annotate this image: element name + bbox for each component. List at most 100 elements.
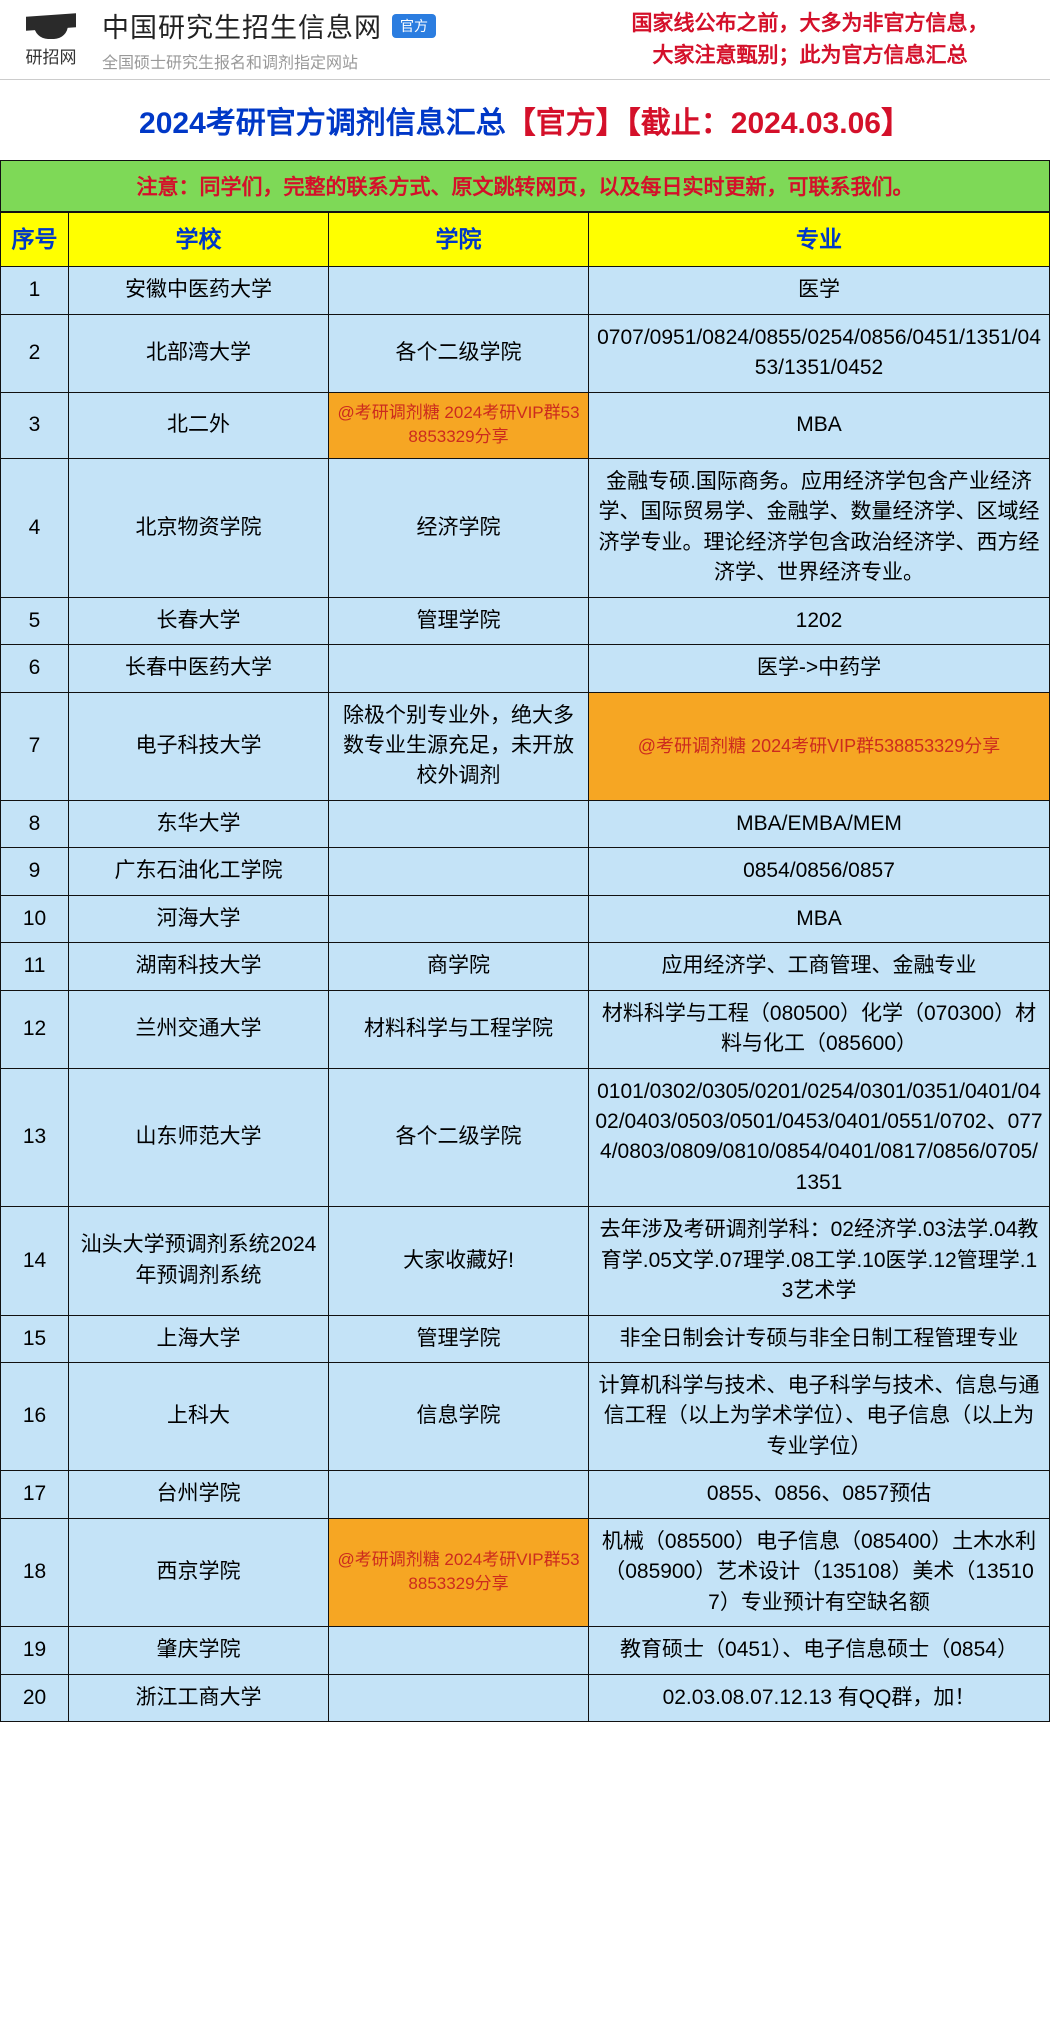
cell-college: 信息学院 xyxy=(329,1363,589,1471)
table-row: 7电子科技大学除极个别专业外，绝大多数专业生源充足，未开放校外调剂@考研调剂糖 … xyxy=(1,692,1050,800)
table-row: 3北二外@考研调剂糖 2024考研VIP群538853329分享MBA xyxy=(1,392,1050,458)
cell-school: 兰州交通大学 xyxy=(69,990,329,1068)
cell-major: 0855、0856、0857预估 xyxy=(589,1471,1050,1518)
promo-cell: @考研调剂糖 2024考研VIP群538853329分享 xyxy=(329,1518,589,1626)
site-title-block: 中国研究生招生信息网 官方 全国硕士研究生报名和调剂指定网站 xyxy=(102,6,436,73)
cell-idx: 1 xyxy=(1,267,69,314)
table-row: 6长春中医药大学 医学->中药学 xyxy=(1,645,1050,692)
cell-major: MBA xyxy=(589,895,1050,942)
cell-school: 河海大学 xyxy=(69,895,329,942)
cell-school: 电子科技大学 xyxy=(69,692,329,800)
header-bar: 研招网 中国研究生招生信息网 官方 全国硕士研究生报名和调剂指定网站 国家线公布… xyxy=(0,0,1050,80)
cell-idx: 18 xyxy=(1,1518,69,1626)
table-row: 8东华大学MBA/EMBA/MEM xyxy=(1,800,1050,847)
warning-box: 国家线公布之前，大多为非官方信息， 大家注意甄别；此为官方信息汇总 xyxy=(580,0,1050,79)
cell-college xyxy=(329,267,589,314)
cell-school: 北京物资学院 xyxy=(69,458,329,597)
table-row: 17台州学院 0855、0856、0857预估 xyxy=(1,1471,1050,1518)
cell-major: 医学->中药学 xyxy=(589,645,1050,692)
page-title: 2024考研官方调剂信息汇总【官方】【截止：2024.03.06】 xyxy=(0,80,1050,160)
cell-school: 长春大学 xyxy=(69,597,329,644)
cell-idx: 3 xyxy=(1,392,69,458)
cell-major: 金融专硕.国际商务。应用经济学包含产业经济学、国际贸易学、金融学、数量经济学、区… xyxy=(589,458,1050,597)
site-title: 中国研究生招生信息网 xyxy=(102,6,382,45)
cell-major: MBA xyxy=(589,392,1050,458)
notice-bar: 注意：同学们，完整的联系方式、原文跳转网页，以及每日实时更新，可联系我们。 xyxy=(0,160,1050,212)
table-row: 15上海大学管理学院非全日制会计专硕与非全日制工程管理专业 xyxy=(1,1315,1050,1362)
cell-college: 各个二级学院 xyxy=(329,314,589,392)
logo-label: 研招网 xyxy=(14,43,88,68)
promo-cell: @考研调剂糖 2024考研VIP群538853329分享 xyxy=(589,692,1050,800)
cell-school: 上科大 xyxy=(69,1363,329,1471)
cell-major: 材料科学与工程（080500）化学（070300）材料与化工（085600） xyxy=(589,990,1050,1068)
table-row: 14汕头大学预调剂系统2024年预调剂系统大家收藏好!去年涉及考研调剂学科：02… xyxy=(1,1207,1050,1315)
cell-major: 教育硕士（0451）、电子信息硕士（0854） xyxy=(589,1627,1050,1674)
table-row: 1安徽中医药大学 医学 xyxy=(1,267,1050,314)
table-row: 18西京学院@考研调剂糖 2024考研VIP群538853329分享机械（085… xyxy=(1,1518,1050,1626)
cell-school: 广东石油化工学院 xyxy=(69,848,329,895)
cell-idx: 4 xyxy=(1,458,69,597)
table-row: 19肇庆学院教育硕士（0451）、电子信息硕士（0854） xyxy=(1,1627,1050,1674)
table-row: 4北京物资学院经济学院金融专硕.国际商务。应用经济学包含产业经济学、国际贸易学、… xyxy=(1,458,1050,597)
cell-school: 台州学院 xyxy=(69,1471,329,1518)
cell-major: 应用经济学、工商管理、金融专业 xyxy=(589,943,1050,990)
table-row: 2北部湾大学各个二级学院0707/0951/0824/0855/0254/085… xyxy=(1,314,1050,392)
cell-school: 长春中医药大学 xyxy=(69,645,329,692)
cell-college: 除极个别专业外，绝大多数专业生源充足，未开放校外调剂 xyxy=(329,692,589,800)
warning-line-1: 国家线公布之前，大多为非官方信息， xyxy=(632,8,989,40)
cell-idx: 2 xyxy=(1,314,69,392)
cell-major: 医学 xyxy=(589,267,1050,314)
cell-school: 肇庆学院 xyxy=(69,1627,329,1674)
table-row: 13山东师范大学各个二级学院0101/0302/0305/0201/0254/0… xyxy=(1,1068,1050,1207)
title-prefix: 2024考研官方调剂信息汇总 xyxy=(139,107,506,140)
logo-box: 研招网 xyxy=(14,11,88,68)
table-header-row: 序号 学校 学院 专业 xyxy=(1,213,1050,267)
cell-college: 经济学院 xyxy=(329,458,589,597)
table-row: 20浙江工商大学02.03.08.07.12.13 有QQ群，加！ xyxy=(1,1674,1050,1721)
table-row: 11湖南科技大学商学院应用经济学、工商管理、金融专业 xyxy=(1,943,1050,990)
col-header-major: 专业 xyxy=(589,213,1050,267)
cell-college: 各个二级学院 xyxy=(329,1068,589,1207)
cell-college: 商学院 xyxy=(329,943,589,990)
info-table: 序号 学校 学院 专业 1安徽中医药大学医学2北部湾大学各个二级学院0707/0… xyxy=(0,212,1050,1722)
cell-school: 东华大学 xyxy=(69,800,329,847)
cell-idx: 12 xyxy=(1,990,69,1068)
cell-idx: 7 xyxy=(1,692,69,800)
col-header-idx: 序号 xyxy=(1,213,69,267)
cell-idx: 5 xyxy=(1,597,69,644)
cell-school: 北部湾大学 xyxy=(69,314,329,392)
cell-school: 汕头大学预调剂系统2024年预调剂系统 xyxy=(69,1207,329,1315)
cell-major: 计算机科学与技术、电子科学与技术、信息与通信工程（以上为学术学位）、电子信息（以… xyxy=(589,1363,1050,1471)
cell-idx: 6 xyxy=(1,645,69,692)
cell-college xyxy=(329,800,589,847)
promo-cell: @考研调剂糖 2024考研VIP群538853329分享 xyxy=(329,392,589,458)
cell-college xyxy=(329,1674,589,1721)
cell-college xyxy=(329,1627,589,1674)
cell-school: 浙江工商大学 xyxy=(69,1674,329,1721)
cell-idx: 16 xyxy=(1,1363,69,1471)
cell-college: 管理学院 xyxy=(329,597,589,644)
table-row: 16上科大信息学院计算机科学与技术、电子科学与技术、信息与通信工程（以上为学术学… xyxy=(1,1363,1050,1471)
cell-school: 北二外 xyxy=(69,392,329,458)
cell-college xyxy=(329,895,589,942)
cell-idx: 14 xyxy=(1,1207,69,1315)
cell-idx: 8 xyxy=(1,800,69,847)
table-body: 1安徽中医药大学医学2北部湾大学各个二级学院0707/0951/0824/085… xyxy=(1,267,1050,1722)
site-subtitle: 全国硕士研究生报名和调剂指定网站 xyxy=(102,49,436,73)
cell-major: 1202 xyxy=(589,597,1050,644)
cell-college xyxy=(329,645,589,692)
graduation-cap-icon xyxy=(26,11,76,41)
cell-major: 0101/0302/0305/0201/0254/0301/0351/0401/… xyxy=(589,1068,1050,1207)
cell-college xyxy=(329,1471,589,1518)
table-row: 9广东石油化工学院0854/0856/0857 xyxy=(1,848,1050,895)
cell-school: 上海大学 xyxy=(69,1315,329,1362)
title-red-2: 【截止：2024.03.06】 xyxy=(626,107,911,140)
cell-major: 0854/0856/0857 xyxy=(589,848,1050,895)
cell-school: 安徽中医药大学 xyxy=(69,267,329,314)
cell-major: 0707/0951/0824/0855/0254/0856/0451/1351/… xyxy=(589,314,1050,392)
cell-idx: 11 xyxy=(1,943,69,990)
official-badge: 官方 xyxy=(392,14,436,38)
cell-major: 非全日制会计专硕与非全日制工程管理专业 xyxy=(589,1315,1050,1362)
cell-college: 管理学院 xyxy=(329,1315,589,1362)
cell-idx: 17 xyxy=(1,1471,69,1518)
